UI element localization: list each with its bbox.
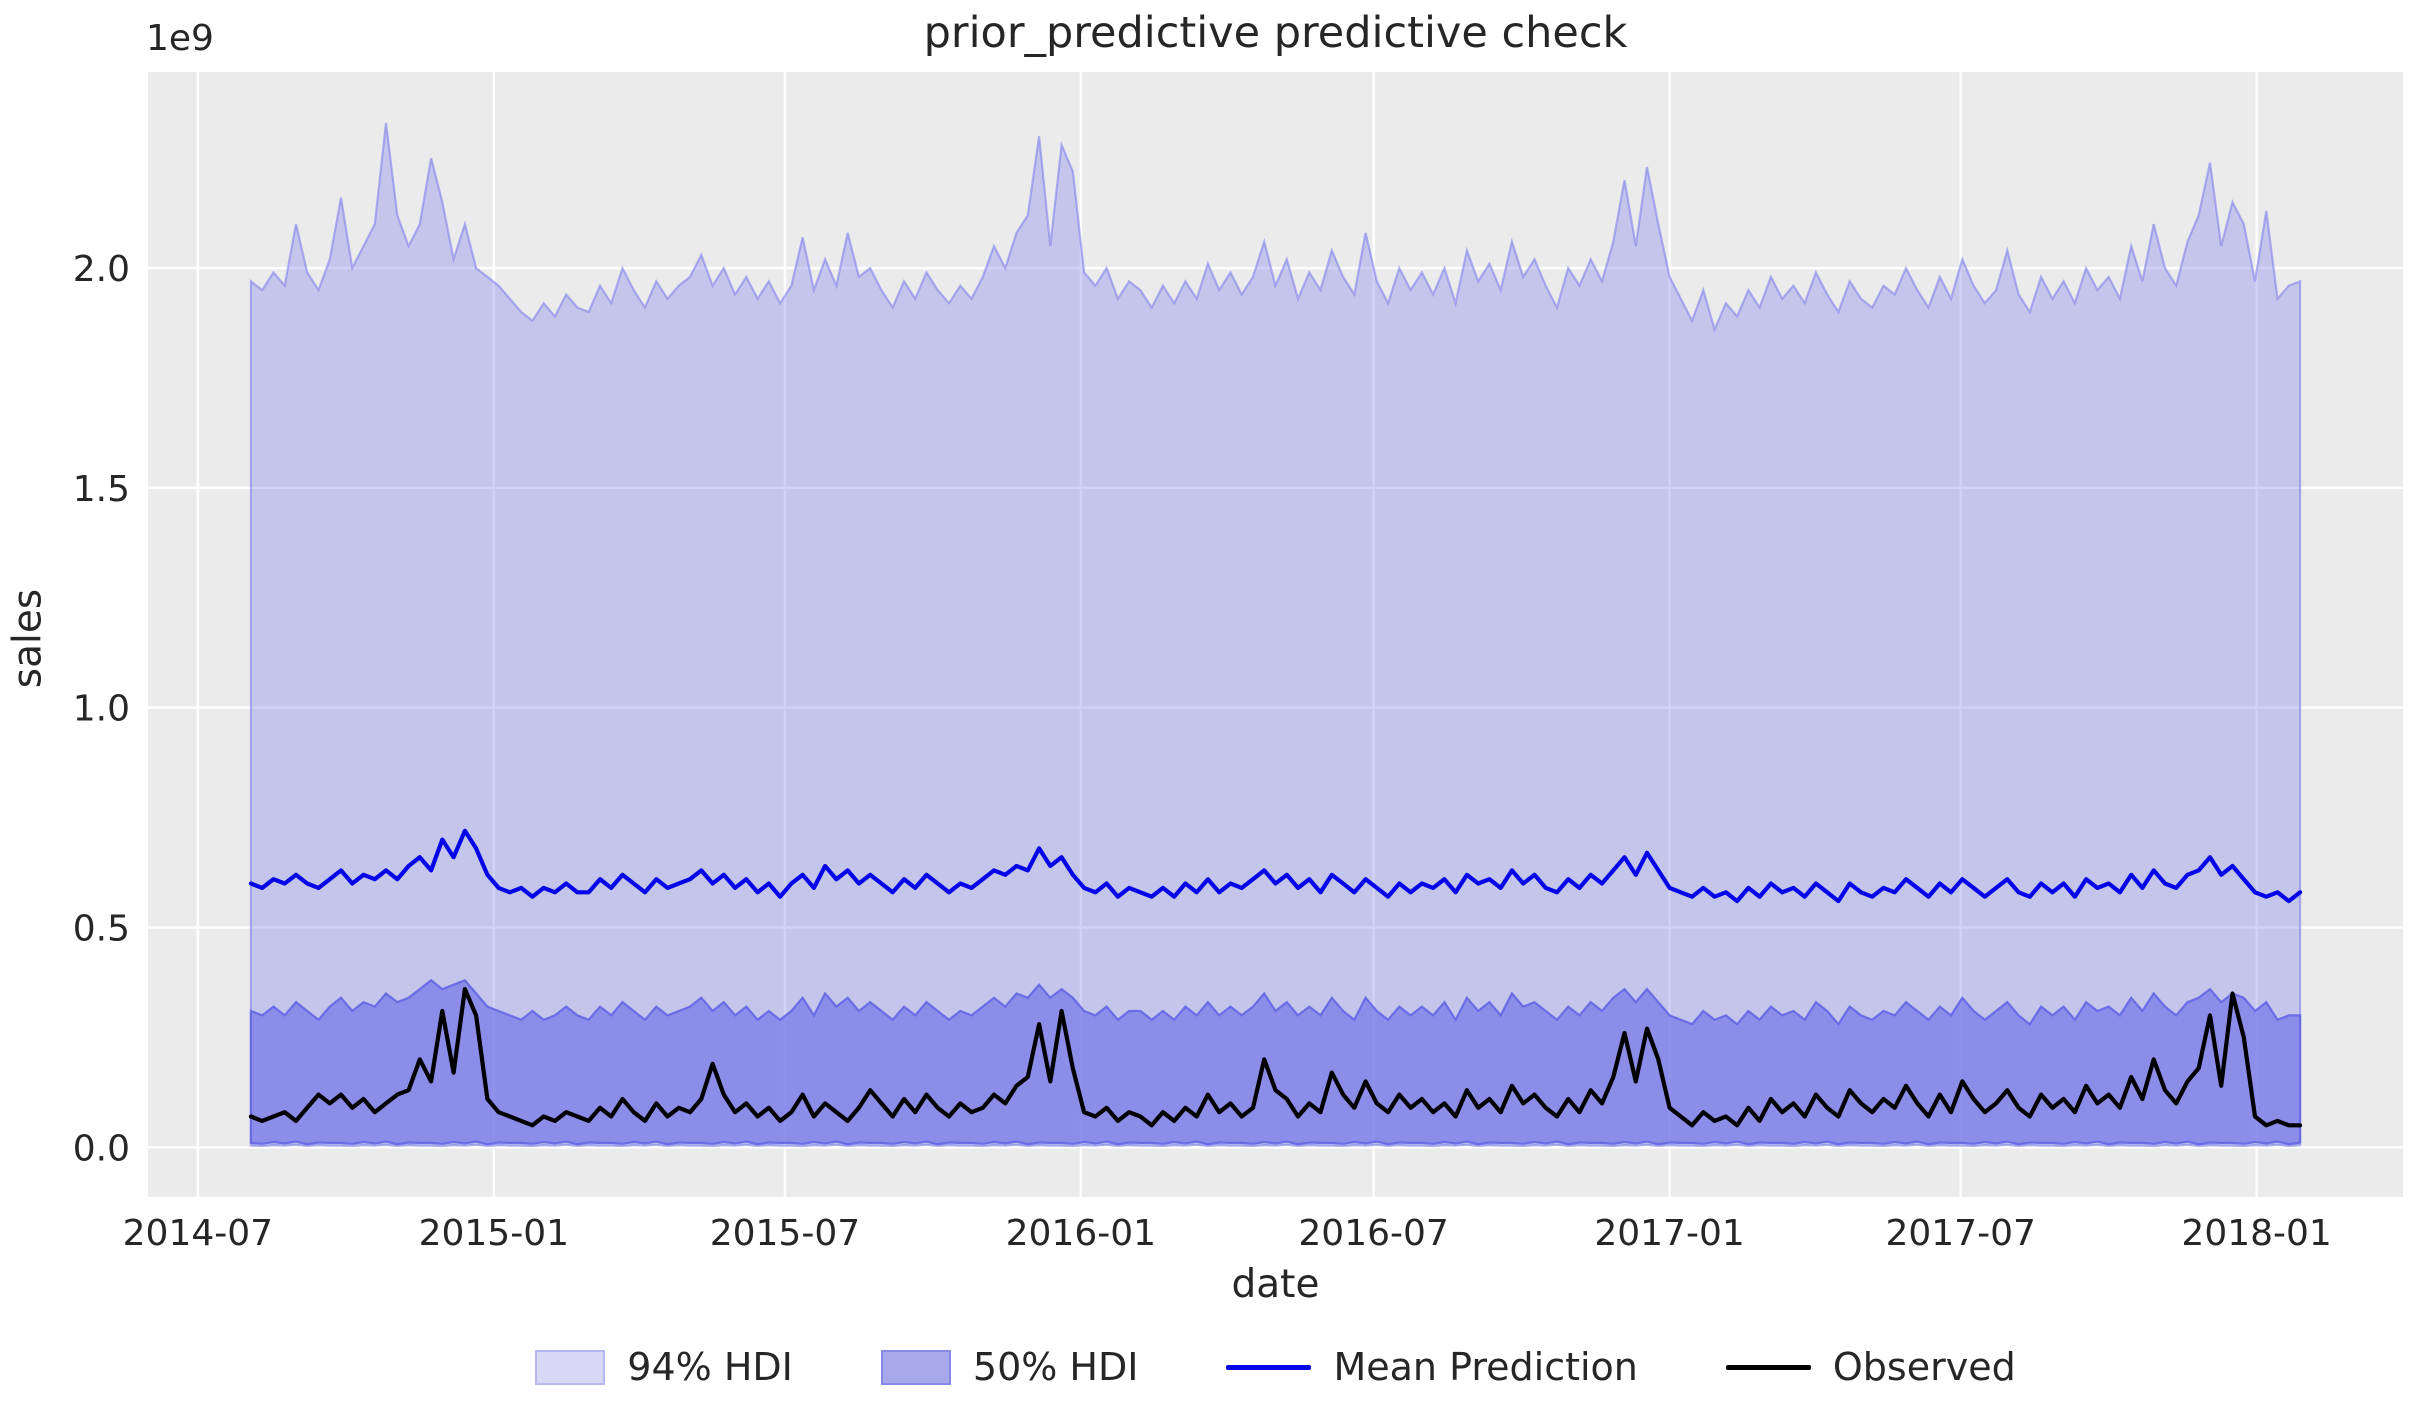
y-tick-label: 1.0 <box>73 689 130 730</box>
mean-prediction-line <box>248 828 2303 904</box>
x-tick-label: 2015-07 <box>710 1213 860 1254</box>
legend-label: Mean Prediction <box>1333 1345 1638 1389</box>
x-tick-label: 2015-01 <box>419 1213 569 1254</box>
legend-label: 94% HDI <box>627 1345 793 1389</box>
legend-item-94-hdi: 94% HDI <box>535 1345 793 1389</box>
x-tick-label: 2018-01 <box>2181 1213 2331 1254</box>
x-tick-label: 2017-07 <box>1885 1213 2035 1254</box>
y-axis-offset-text: 1e9 <box>146 18 214 59</box>
legend-label: 50% HDI <box>972 1345 1139 1389</box>
x-axis-label: date <box>1231 1262 1320 1307</box>
y-tick-label: 2.0 <box>73 249 130 290</box>
x-tick-label: 2017-01 <box>1594 1213 1744 1254</box>
legend-label: Observed <box>1832 1345 2016 1389</box>
y-axis-label: sales <box>5 588 51 689</box>
legend-line-icon <box>1725 1364 1811 1370</box>
legend-item-observed: Observed <box>1725 1345 2016 1389</box>
legend-item-mean-prediction: Mean Prediction <box>1226 1345 1638 1389</box>
legend: 94% HDI 50% HDI Mean Prediction Observed <box>148 1345 2403 1389</box>
x-tick-label: 2016-07 <box>1298 1213 1448 1254</box>
legend-patch-icon <box>535 1349 606 1385</box>
hdi-band-50 <box>249 978 2302 1146</box>
legend-item-50-hdi: 50% HDI <box>880 1345 1139 1389</box>
y-tick-label: 1.5 <box>73 469 130 510</box>
y-tick-label: 0.5 <box>73 909 130 950</box>
x-tick-label: 2016-01 <box>1006 1213 1156 1254</box>
x-tick-label: 2014-07 <box>123 1213 273 1254</box>
y-tick-label: 0.0 <box>73 1128 130 1169</box>
legend-line-icon <box>1226 1364 1312 1370</box>
chart-title: prior_predictive predictive check <box>923 8 1628 58</box>
legend-patch-icon <box>880 1349 951 1385</box>
observed-line <box>248 986 2303 1128</box>
